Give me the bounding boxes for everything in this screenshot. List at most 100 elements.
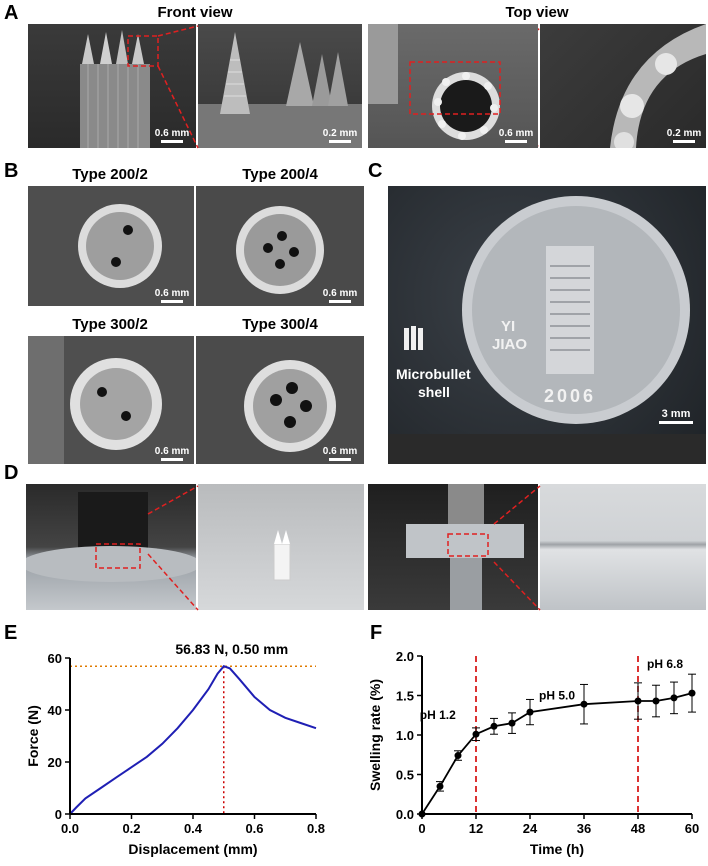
tester-zoom-drawing [273,530,291,581]
scale-b3-text: 0.6 mm [154,446,190,457]
type-label-300-4: Type 300/4 [242,316,318,333]
tester-overview-drawing [26,492,196,582]
compression-drawing [406,484,524,610]
y-tick-label: 1.0 [396,728,414,743]
data-point [634,697,642,705]
sem-type-200-2: 0.6 mm [28,186,194,306]
scale-a1-text: 0.6 mm [154,128,190,139]
scale-bar-b3: 0.6 mm [150,446,194,461]
type-200-2-drawing [78,204,162,288]
scale-a3-text: 0.6 mm [498,128,534,139]
y-axis-title: Swelling rate (%) [367,679,383,791]
peak-annotation: 56.83 N, 0.50 mm [175,641,288,657]
x-tick-label: 0.4 [184,821,203,836]
sem-type-300-2: 0.6 mm [28,336,194,464]
panel-label-a: A [4,2,19,24]
ph-annotation: pH 5.0 [539,688,575,702]
microbullet-label: Microbullet [396,366,471,382]
panel-label-d: D [4,462,19,484]
x-tick-label: 0.6 [245,821,263,836]
force-curve [69,665,317,815]
data-point [508,719,516,727]
coin-photo: YI JIAO 2006 Microbullet shell 3 mm [388,186,706,464]
sem-type-200-4: 0.6 mm [196,186,364,306]
x-tick-label: 0.0 [61,821,79,836]
type-label-300-2: Type 300/2 [72,316,148,333]
scale-b2-text: 0.6 mm [322,288,358,299]
data-point [580,700,588,708]
scale-bar-a2: 0.2 mm [318,128,362,143]
scale-bar-b2: 0.6 mm [318,288,362,303]
panel-label-b: B [4,160,19,182]
scale-bar-a3: 0.6 mm [494,128,538,143]
y-tick-label: 0.5 [396,768,414,783]
scale-b4-text: 0.6 mm [322,446,358,457]
sem-type-300-4: 0.6 mm [196,336,364,464]
chart-force-displacement: 0.0 0.2 0.4 0.6 0.8 0 20 40 60 Displacement (mm) F… [25,641,325,857]
front-overview-drawing [80,30,159,148]
top-overview-drawing [368,24,501,140]
data-point [526,708,534,716]
photo-tester-zoom [198,484,364,610]
x-tick-label: 0 [418,821,425,836]
photo-tester-overview [26,484,196,610]
front-view-title: Front view [157,4,233,21]
y-tick-label: 1.5 [396,689,414,704]
top-view-title: Top view [505,4,569,21]
type-300-4-drawing [244,360,336,452]
swelling-line [421,692,693,815]
x-axis-title: Displacement (mm) [128,841,257,857]
x-tick-label: 48 [631,821,645,836]
scale-c-text: 3 mm [661,408,691,420]
coin-year: 2006 [544,386,597,406]
x-tick-label: 0.8 [307,821,325,836]
scale-a4-text: 0.2 mm [666,128,702,139]
y-tick-label: 0.0 [396,807,414,822]
type-300-2-drawing [28,336,162,464]
panel-label-f: F [370,622,383,644]
scale-a2-text: 0.2 mm [322,128,358,139]
type-label-200-4: Type 200/4 [242,166,318,183]
panel-label-c: C [368,160,383,182]
x-tick-label: 24 [523,821,538,836]
y-tick-label: 20 [48,755,62,770]
x-tick-label: 36 [577,821,591,836]
data-point [490,722,498,730]
y-tick-label: 2.0 [396,649,414,664]
scale-bar-a4: 0.2 mm [662,128,706,143]
scale-bar-c: 3 mm [654,408,698,424]
scale-bar-b1: 0.6 mm [150,288,194,303]
data-point [454,752,462,760]
d-zoom-guides [147,485,541,611]
data-point [670,694,678,702]
sem-front-overview: 0.6 mm [28,24,196,148]
ph-annotation: pH 1.2 [420,708,456,722]
y-tick-label: 40 [48,703,62,718]
photo-compression-zoom [540,484,706,610]
scale-b1-text: 0.6 mm [154,288,190,299]
y-tick-label: 0 [55,807,62,822]
y-tick-label: 60 [48,651,62,666]
data-point [652,697,660,705]
type-label-200-2: Type 200/2 [72,166,148,183]
top-zoom-drawing [610,24,706,148]
sem-top-overview: 0.6 mm [368,24,538,148]
x-tick-label: 12 [469,821,483,836]
x-tick-label: 60 [685,821,699,836]
coin-yi: YI [501,318,516,335]
y-axis-title: Force (N) [25,705,41,766]
panel-label-e: E [4,622,18,644]
data-point [472,730,480,738]
coin-drawing [388,196,706,464]
photo-compression [368,484,538,610]
sem-top-zoom: 0.2 mm [540,24,706,148]
x-tick-label: 0.2 [122,821,140,836]
chart-swelling-rate: 0 12 24 36 48 60 0.0 0.5 1.0 1.5 2.0 Time (h) Swelli… [367,649,699,857]
data-point [436,782,444,790]
coin-jiao: JIAO [492,336,528,353]
shell-label: shell [418,384,450,400]
type-200-4-drawing [236,206,324,294]
scale-bar-b4: 0.6 mm [318,446,362,461]
scale-bar-a1: 0.6 mm [150,128,194,143]
data-point [688,689,696,697]
